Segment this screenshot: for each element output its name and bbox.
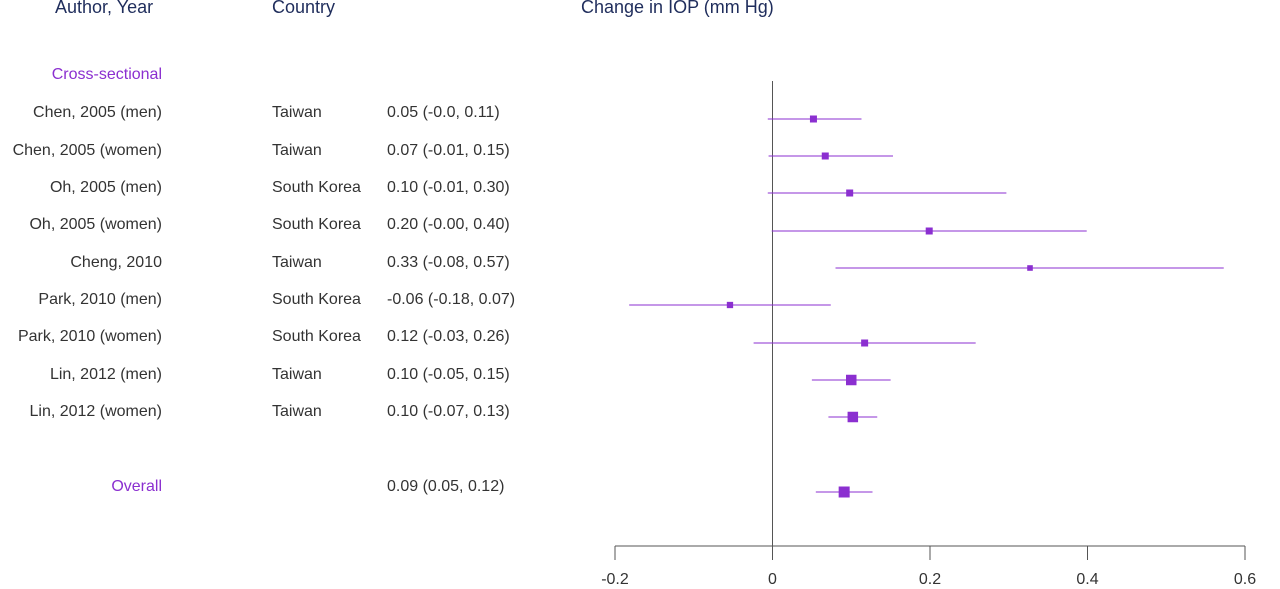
study-author: Park, 2010 (women) [17, 328, 162, 345]
x-tick-label: 0.6 [1234, 571, 1256, 588]
study-author: Lin, 2012 (men) [49, 366, 162, 383]
point-estimate [925, 227, 933, 235]
point-estimate [726, 301, 734, 309]
study-country: South Korea [272, 291, 361, 308]
point-estimate [821, 152, 829, 160]
study-author: Cheng, 2010 [70, 254, 162, 271]
study-author: Park, 2010 (men) [38, 291, 162, 308]
x-tick-label: 0 [768, 571, 777, 588]
group-label-cross-sectional: Cross-sectional [51, 66, 162, 83]
study-author: Lin, 2012 (women) [29, 403, 162, 420]
study-author: Chen, 2005 (women) [12, 142, 162, 159]
study-country: Taiwan [272, 142, 322, 159]
x-tick-label: -0.2 [601, 571, 629, 588]
study-country: South Korea [272, 328, 361, 345]
point-estimate [846, 189, 854, 197]
study-country: Taiwan [272, 366, 322, 383]
study-country: South Korea [272, 179, 361, 196]
study-ci: 0.10 (-0.01, 0.30) [387, 179, 510, 196]
study-country: South Korea [272, 216, 361, 233]
study-author: Oh, 2005 (women) [29, 216, 162, 233]
author-year-header: Author, Year [55, 0, 154, 17]
point-estimate [1027, 265, 1033, 271]
study-ci: 0.05 (-0.0, 0.11) [387, 104, 500, 121]
point-estimate [846, 374, 857, 386]
country-header: Country [272, 0, 336, 17]
overall-estimate [838, 486, 850, 498]
study-ci: 0.20 (-0.00, 0.40) [387, 216, 510, 233]
study-ci: 0.10 (-0.05, 0.15) [387, 366, 510, 383]
effect-header: Change in IOP (mm Hg) [581, 0, 774, 17]
point-estimate [809, 115, 817, 123]
x-tick-label: 0.4 [1076, 571, 1098, 588]
study-ci: 0.10 (-0.07, 0.13) [387, 403, 510, 420]
x-tick-label: 0.2 [919, 571, 941, 588]
study-ci: 0.12 (-0.03, 0.26) [387, 328, 510, 345]
study-author: Chen, 2005 (men) [33, 104, 162, 121]
overall-label: Overall [111, 478, 162, 495]
study-ci: -0.06 (-0.18, 0.07) [387, 291, 516, 308]
study-country: Taiwan [272, 254, 322, 271]
point-estimate [861, 339, 869, 347]
study-ci: 0.07 (-0.01, 0.15) [387, 142, 510, 159]
study-author: Oh, 2005 (men) [49, 179, 162, 196]
overall-ci: 0.09 (0.05, 0.12) [387, 478, 505, 495]
point-estimate [847, 411, 859, 423]
study-ci: 0.33 (-0.08, 0.57) [387, 254, 510, 271]
study-country: Taiwan [272, 403, 322, 420]
study-country: Taiwan [272, 104, 322, 121]
